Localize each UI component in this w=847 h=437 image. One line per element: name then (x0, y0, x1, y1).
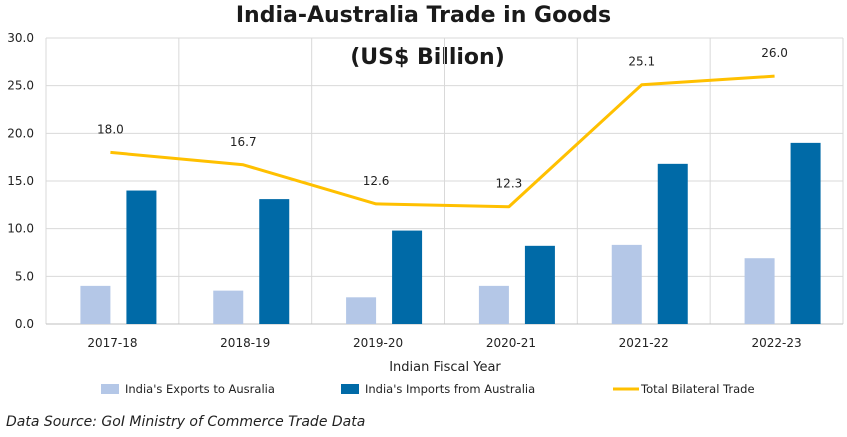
x-axis-ticks: 2017-18 2018-19 2019-20 2020-21 2021-22 2022-… (87, 336, 801, 350)
y-tick-label: 30.0 (7, 31, 34, 45)
gridlines (45, 37, 844, 325)
imports-bar (657, 163, 688, 324)
y-axis-ticks: 0.0 5.0 10.0 15.0 20.0 25.0 30.0 (7, 31, 34, 331)
legend-swatch (101, 384, 119, 394)
y-tick-label: 25.0 (7, 79, 34, 93)
data-source-note: Data Source: GoI Ministry of Commerce Tr… (6, 414, 366, 430)
legend-label: India's Exports to Ausralia (125, 382, 275, 396)
total-trade-data-label: 18.0 (97, 122, 124, 136)
x-tick-label: 2017-18 (87, 336, 137, 350)
total-trade-data-label: 26.0 (761, 46, 788, 60)
y-tick-label: 15.0 (7, 174, 34, 188)
bars (80, 142, 821, 324)
legend: India's Exports to Ausralia India's Impor… (101, 382, 755, 396)
y-tick-label: 10.0 (7, 222, 34, 236)
x-tick-label: 2019-20 (353, 336, 403, 350)
x-axis-label: Indian Fiscal Year (389, 360, 501, 375)
exports-bar (744, 258, 775, 324)
total-trade-polyline (110, 74, 775, 209)
x-tick-label: 2018-19 (220, 336, 270, 350)
legend-label: India's Imports from Australia (365, 382, 535, 396)
imports-bar (524, 245, 555, 324)
imports-bar (126, 190, 157, 324)
legend-label: Total Bilateral Trade (640, 382, 755, 396)
y-tick-label: 20.0 (7, 126, 34, 140)
imports-bar (790, 142, 821, 324)
chart-subtitle: (US$ Billion) (350, 45, 505, 70)
chart-svg: 0.05.010.015.020.025.030.0 18.016.712.6 1… (7, 31, 844, 396)
x-tick-label: 2022-23 (752, 336, 802, 350)
x-tick-label: 2020-21 (486, 336, 536, 350)
exports-bar (478, 285, 509, 324)
exports-bar (80, 285, 111, 324)
total-trade-data-label: 25.1 (628, 55, 655, 69)
y-tick-label: 0.0 (15, 317, 34, 331)
legend-swatch (341, 384, 359, 394)
y-tick-label: 5.0 (15, 269, 34, 283)
imports-bar (392, 230, 423, 324)
x-tick-label: 2021-22 (619, 336, 669, 350)
exports-bar (346, 297, 377, 324)
exports-bar (213, 290, 244, 324)
imports-bar (259, 199, 290, 324)
total-trade-line: 18.0 16.7 12.6 12.3 25.1 26.0 (97, 46, 788, 209)
chart-title: India-Australia Trade in Goods (235, 3, 612, 28)
total-trade-data-label: 12.6 (363, 174, 390, 188)
total-trade-data-label: 12.3 (496, 177, 523, 191)
exports-bar (611, 244, 642, 324)
total-trade-data-label: 16.7 (230, 135, 257, 149)
